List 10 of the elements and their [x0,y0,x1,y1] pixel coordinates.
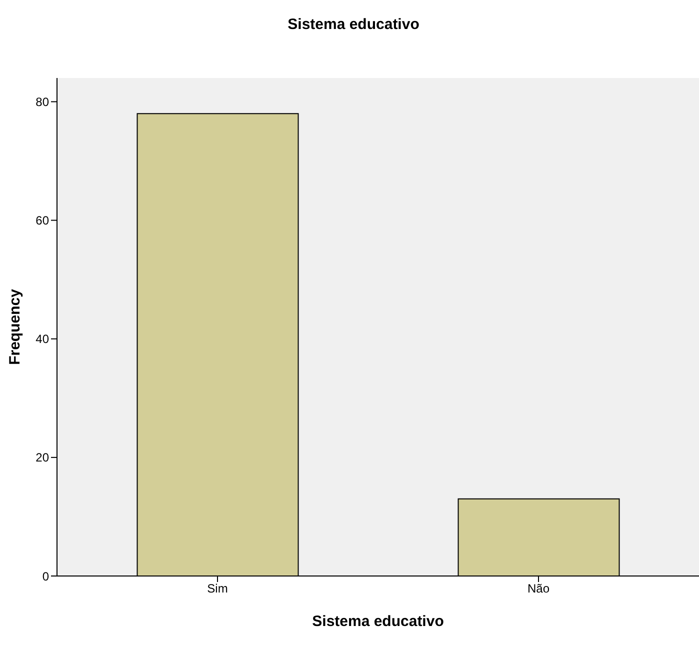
x-tick-label: Não [527,582,550,596]
y-tick-label: 20 [36,450,50,465]
y-tick-label: 0 [42,569,50,584]
y-tick-label: 80 [36,94,50,109]
x-axis-title: Sistema educativo [311,613,445,630]
y-tick-label: 60 [36,214,50,228]
y-tick-label: 40 [36,332,50,346]
x-tick-label: Sim [207,582,228,596]
y-axis-title: Frequency [6,288,24,365]
chart-title: Sistema educativo [286,15,420,35]
